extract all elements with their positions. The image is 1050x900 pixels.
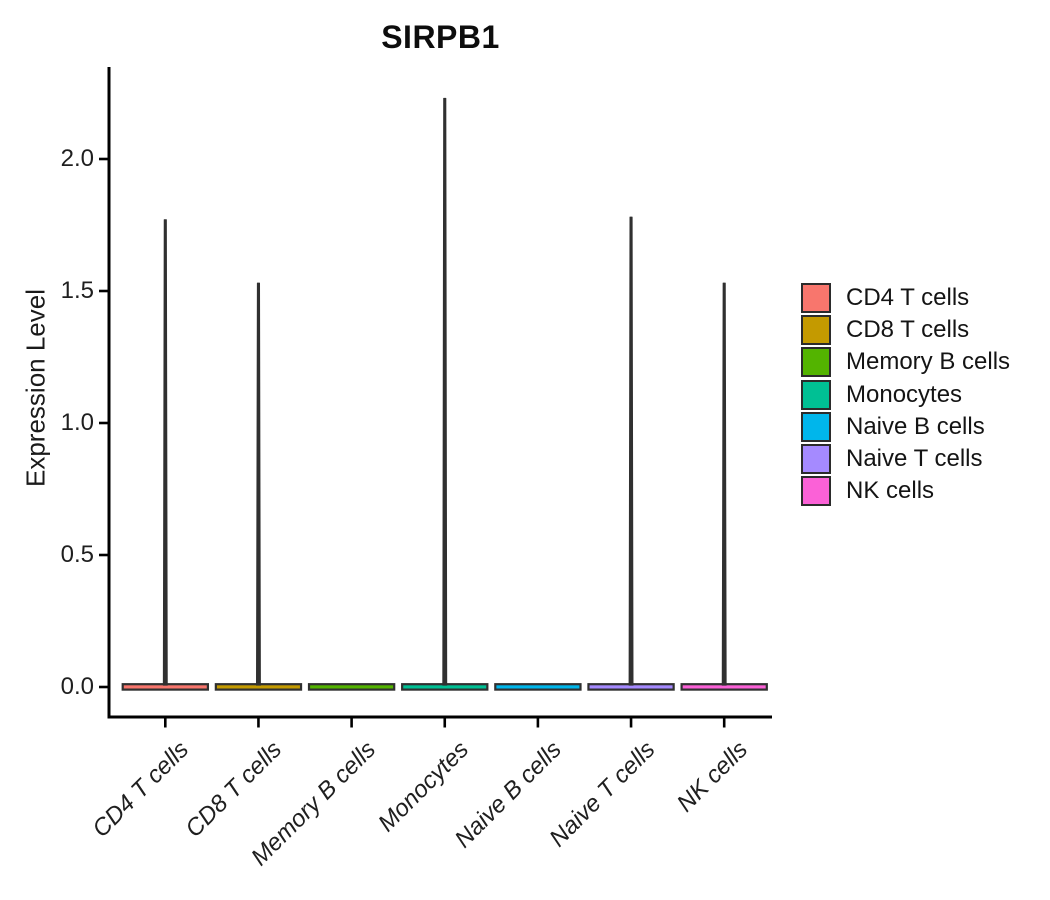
legend-label: CD8 T cells <box>846 316 970 344</box>
legend-swatch <box>801 283 831 313</box>
legend-label: Naive T cells <box>846 444 983 472</box>
chart-title: SIRPB1 <box>381 19 500 55</box>
violin <box>401 97 489 691</box>
violin-spike <box>721 282 727 686</box>
legend-item: Monocytes <box>801 379 1010 410</box>
y-tick-label: 1.5 <box>60 277 94 304</box>
axis-ticks <box>99 157 726 728</box>
y-tick-label: 1.0 <box>60 409 94 436</box>
violins <box>121 97 768 691</box>
violin-spike <box>256 282 261 686</box>
legend-item: Memory B cells <box>801 347 1011 378</box>
violin-spike <box>628 216 634 686</box>
violin <box>587 216 675 691</box>
violin-spike <box>162 219 168 686</box>
y-tick-label: 2.0 <box>60 145 94 172</box>
y-axis-title: Expression Level <box>20 289 51 487</box>
legend-swatch <box>801 379 831 410</box>
legend-item: Naive B cells <box>801 411 1010 442</box>
violin-base <box>494 683 582 691</box>
y-tick-label: 0.5 <box>60 541 94 568</box>
legend-swatch <box>801 347 831 378</box>
violin <box>307 683 396 691</box>
violin <box>214 282 303 691</box>
legend-item: NK cells <box>801 476 1010 507</box>
y-tick-label: 0.0 <box>60 673 94 700</box>
violin-base <box>307 683 396 691</box>
legend-label: Naive B cells <box>846 412 985 440</box>
legend-label: Memory B cells <box>846 348 1011 376</box>
legend: CD4 T cells CD8 T cells Memory B cells Mono… <box>801 283 1010 508</box>
legend-swatch <box>801 443 831 474</box>
legend-label: Monocytes <box>846 380 963 408</box>
legend-item: Naive T cells <box>801 443 1010 474</box>
legend-swatch <box>801 411 831 442</box>
violin-spike <box>442 97 448 686</box>
legend-item: CD4 T cells <box>801 283 1010 313</box>
legend-swatch <box>801 315 831 346</box>
legend-item: CD8 T cells <box>801 315 1010 346</box>
legend-label: NK cells <box>846 477 935 505</box>
violin <box>494 683 582 691</box>
legend-swatch <box>801 476 831 507</box>
violin <box>680 282 768 691</box>
legend-label: CD4 T cells <box>846 284 970 311</box>
violin <box>121 219 209 691</box>
